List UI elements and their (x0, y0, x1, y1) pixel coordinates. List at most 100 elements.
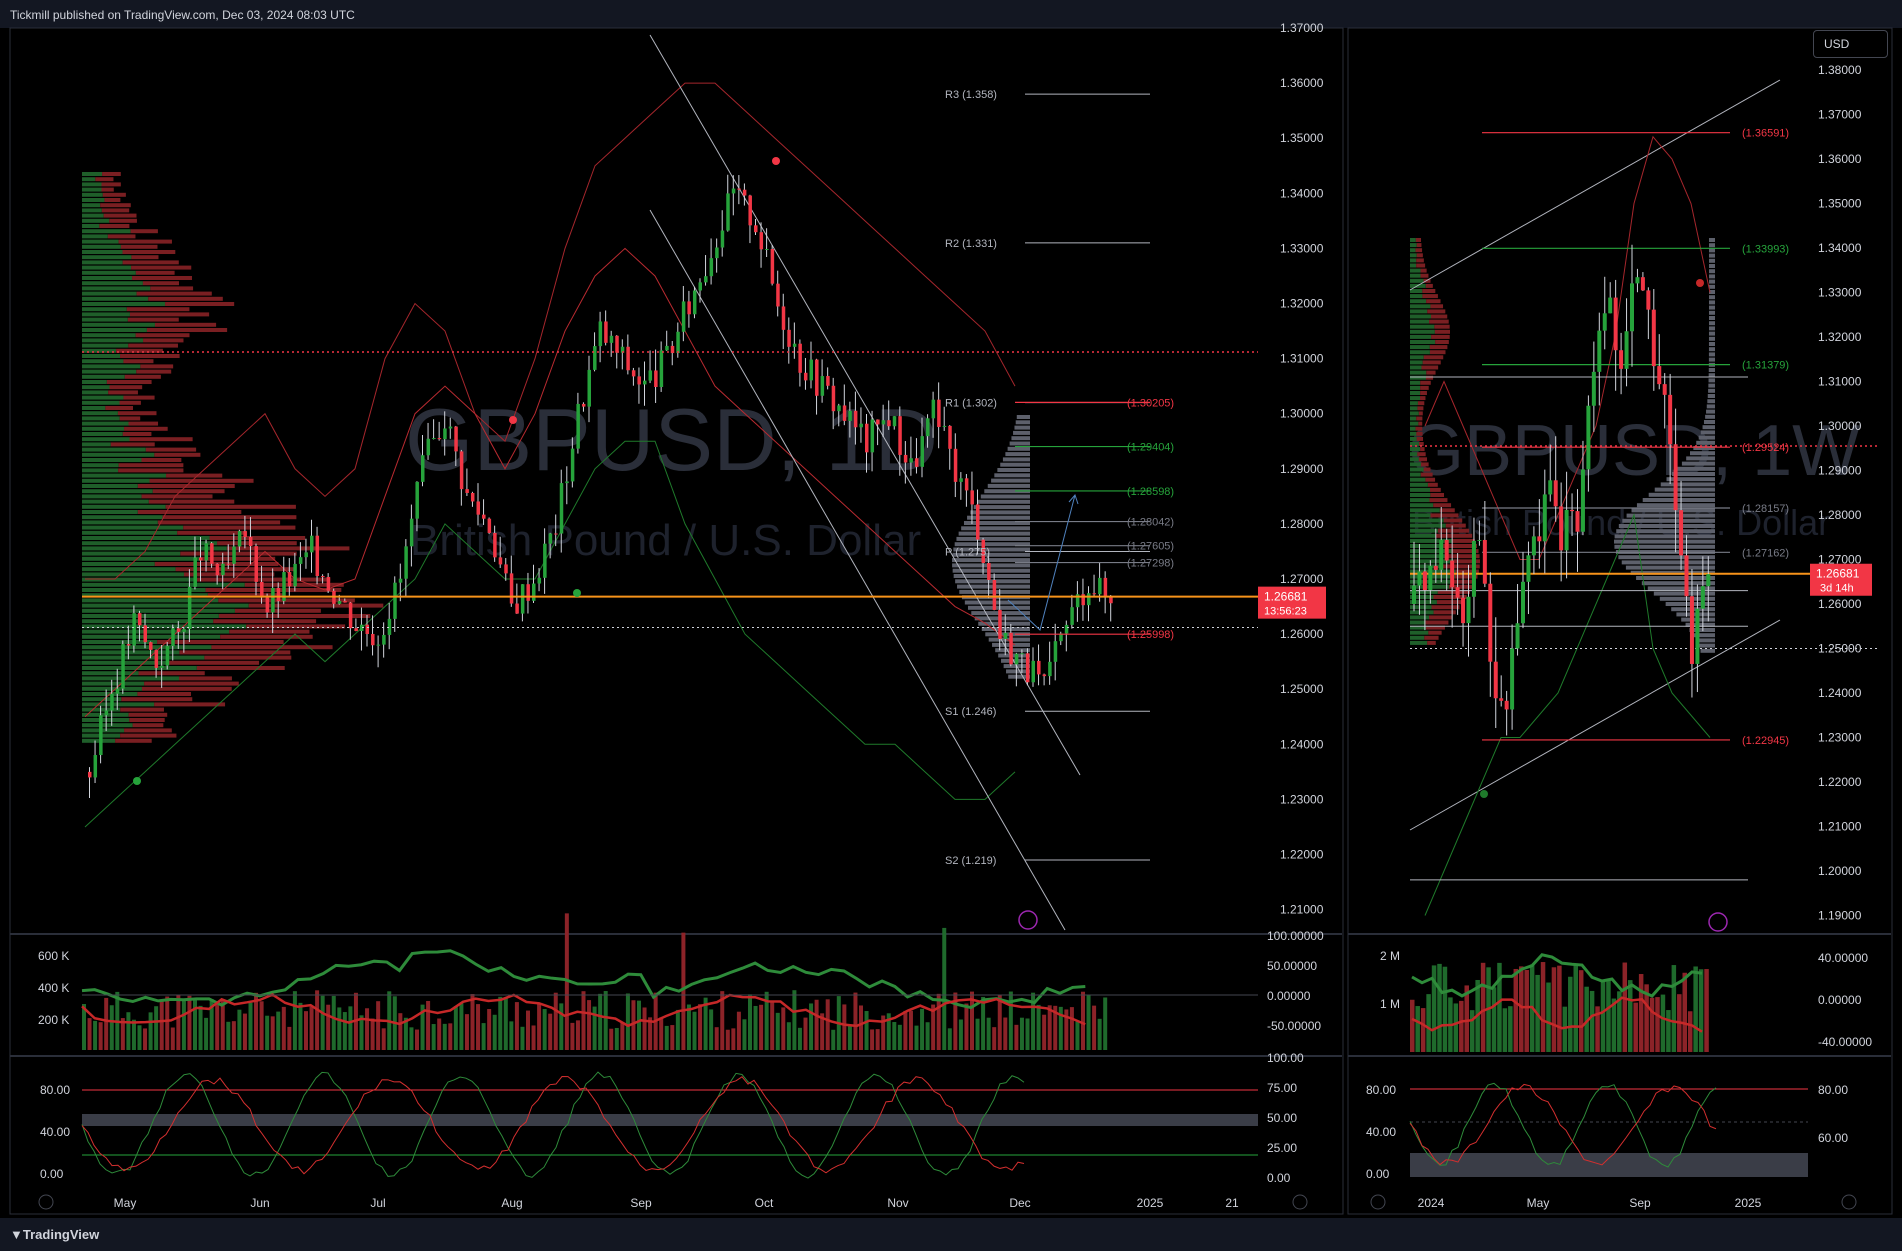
buy-marker (133, 777, 141, 785)
vp-right-bar (961, 526, 1030, 531)
vp-right-bar-right (1695, 638, 1715, 643)
volume-bar (1058, 1006, 1063, 1050)
candle-body-right (1679, 510, 1684, 556)
vp-bar-up (82, 244, 121, 249)
volume-bar-right (1524, 969, 1529, 1052)
candle-body-right (1662, 384, 1667, 395)
candle-body (287, 572, 292, 587)
vp-right-bar-right (1708, 373, 1715, 378)
volume-bar (176, 995, 181, 1050)
vp-bar-down (128, 343, 178, 348)
vp-bar-up (82, 515, 163, 520)
candle-body (421, 455, 425, 482)
volume-bar (337, 1007, 342, 1050)
volume-bar (764, 991, 769, 1050)
candle-body-right (1602, 313, 1607, 331)
vp-bar-up-right (1410, 396, 1421, 401)
vp-right-bar-right (1708, 326, 1715, 331)
vp-bar-up-right (1410, 574, 1455, 579)
vp-right-bar (1000, 462, 1030, 467)
tradingview-logo: ▼TradingView (10, 1227, 100, 1242)
candle-body (121, 644, 125, 689)
vp-right-bar (952, 568, 1030, 573)
volume-bar (997, 995, 1002, 1050)
vp-right-bar-right (1641, 581, 1715, 586)
volume-bar (187, 995, 192, 1050)
vp-bar-down (220, 634, 313, 639)
candle-body (504, 564, 508, 574)
vp-bar-up-right (1410, 263, 1417, 268)
candle-body-right (1504, 700, 1509, 710)
stoch-tick-right: 0.00 (1267, 1171, 1291, 1185)
vp-right-bar-right (1709, 238, 1715, 242)
vp-bar-up (82, 520, 158, 525)
x-tick-label: 2025 (1137, 1196, 1164, 1210)
vp-bar-down-right (1426, 375, 1434, 380)
candle-body (837, 405, 841, 412)
volume-bar (759, 1004, 764, 1050)
vp-bar-up-right (1410, 518, 1444, 523)
vp-bar-up (82, 707, 121, 712)
vp-bar-down (132, 276, 192, 280)
vp-bar-down-right (1443, 518, 1463, 523)
candle-body (865, 423, 869, 453)
candle-body (781, 306, 786, 330)
vp-bar-down-right (1415, 248, 1423, 253)
vp-bar-up-right (1410, 431, 1417, 436)
zoom-icon-right (1370, 1194, 1386, 1210)
vp-bar-up-right (1410, 487, 1431, 492)
candle-body (315, 535, 320, 577)
vp-bar-down-right (1418, 442, 1424, 446)
vp-bar-down (129, 718, 165, 722)
candle-body (532, 583, 536, 601)
vp-bar-down-right (1417, 406, 1424, 411)
vp-bar-up (82, 608, 235, 613)
vp-bar-up-right (1410, 258, 1417, 263)
vp-bar-up (82, 369, 137, 374)
vp-right-bar (1011, 436, 1030, 441)
vp-right-bar-right (1708, 321, 1715, 326)
vp-bar-down (102, 172, 121, 176)
stoch-tick-left-right: 40.00 (1366, 1125, 1396, 1139)
publish-text: Tickmill published on TradingView.com, D… (10, 8, 355, 22)
volume-bar (648, 1017, 653, 1050)
vp-bar-down (119, 400, 141, 405)
candle-body (748, 195, 752, 226)
vp-bar-down (144, 681, 239, 686)
vp-right-bar (997, 468, 1030, 472)
upper-band (85, 82, 1016, 580)
y-tick-label-right: 1.28000 (1818, 508, 1862, 522)
osc-tick: -50.00000 (1267, 1019, 1321, 1033)
level-label: (1.28598) (1127, 486, 1174, 498)
y-tick-label-right: 1.20000 (1818, 864, 1862, 878)
volume-bar (476, 1004, 481, 1050)
vp-bar-down-right (1415, 426, 1423, 431)
volume-bar-right (1431, 965, 1437, 1052)
volume-bar (409, 1027, 414, 1050)
vp-bar-up-right (1410, 304, 1431, 309)
candle-body (809, 359, 813, 381)
vp-right-bar-right (1653, 591, 1715, 596)
volume-bar (981, 996, 986, 1050)
volume-bar (925, 1022, 930, 1050)
pivot-label: S1 (1.246) (945, 706, 996, 718)
volume-bar (714, 1027, 719, 1050)
candle-body (742, 189, 747, 196)
pivot-label: R2 (1.331) (945, 238, 997, 250)
level-label-right: (1.36591) (1742, 128, 1789, 140)
vp-bar-up-right (1410, 549, 1452, 554)
candle-body-right (1428, 565, 1433, 591)
vp-bar-up (82, 239, 119, 244)
vp-bar-up (82, 530, 178, 535)
vp-bar-down (137, 510, 242, 514)
candle-body-right (1531, 536, 1536, 556)
volume-bar (381, 1028, 386, 1050)
currency-button[interactable]: USD (1813, 30, 1888, 58)
level-label-right: (1.33993) (1742, 243, 1789, 255)
volume-bar (820, 1013, 825, 1050)
candle-body-right (1461, 597, 1466, 624)
vp-bar-down (196, 666, 285, 670)
volume-bar (131, 1019, 136, 1050)
volume-bar-right (1497, 962, 1502, 1052)
